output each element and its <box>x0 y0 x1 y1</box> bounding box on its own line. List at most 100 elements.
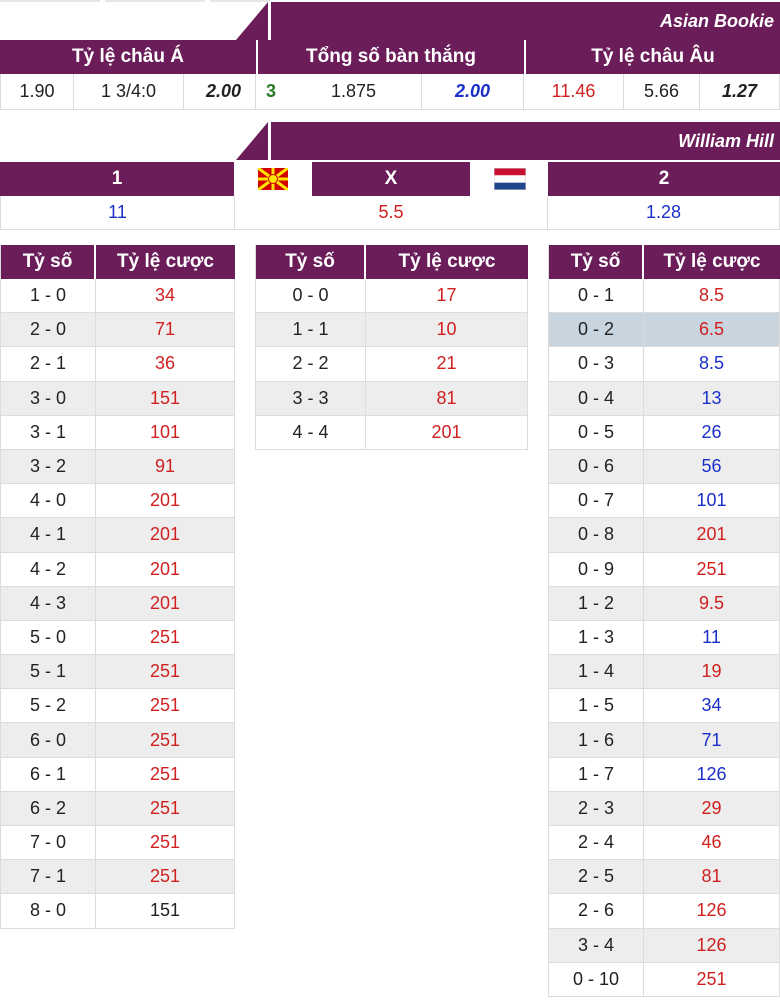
odds-cell: 29 <box>644 791 780 825</box>
odds-cell: 10 <box>366 313 528 347</box>
col-header-odds: Tỷ lệ cược <box>117 251 214 272</box>
william-hill-banner: William Hill <box>236 122 780 160</box>
table-row: 0 - 4 13 <box>549 381 780 416</box>
table-row: 2 - 4 46 <box>549 826 780 861</box>
table-row: 5 - 2 251 <box>1 689 235 724</box>
score-cell: 3 - 3 <box>256 381 366 415</box>
odds-cell: 126 <box>644 894 780 928</box>
odds-cell: 19 <box>644 655 780 689</box>
odds-cell: 151 <box>96 381 235 415</box>
odds-cell: 21 <box>366 347 528 381</box>
table-row: 2 - 3 29 <box>549 791 780 826</box>
table-row: 5 - 0 251 <box>1 620 235 656</box>
score-cell: 5 - 0 <box>1 620 96 655</box>
north-macedonia-flag-icon <box>236 162 310 196</box>
odds-cell: 46 <box>644 826 780 860</box>
table-row: 6 - 2 251 <box>1 791 235 826</box>
odds-cell: 126 <box>644 757 780 791</box>
odds-cell: 8.5 <box>644 279 780 313</box>
table-row: 0 - 3 8.5 <box>549 347 780 382</box>
odds-cell: 201 <box>96 518 235 552</box>
score-cell: 1 - 5 <box>549 689 644 723</box>
odds-cell: 151 <box>96 894 235 928</box>
score-cell: 5 - 1 <box>1 655 96 689</box>
away-win-scores-table: Tỷ số Tỷ lệ cược 0 - 1 8.5 0 - 2 6.5 0 - 3 8.… <box>548 245 780 997</box>
table-row: 0 - 1 8.5 <box>549 279 780 314</box>
table-row: 4 - 4 201 <box>256 415 528 450</box>
odds-cell: 251 <box>96 655 235 689</box>
table-row: 1 - 0 34 <box>1 279 235 314</box>
score-cell: 0 - 3 <box>549 347 644 381</box>
table-row: 1 - 1 10 <box>256 313 528 348</box>
col-header-odds: Tỷ lệ cược <box>663 251 761 272</box>
table-row: 4 - 2 201 <box>1 552 235 587</box>
odds-cell: 9.5 <box>644 586 780 620</box>
table-row: 7 - 1 251 <box>1 860 235 895</box>
col-header-score: Tỷ số <box>549 245 644 279</box>
asian-bookie-title: Asian Bookie <box>659 10 774 31</box>
score-cell: 0 - 7 <box>549 484 644 518</box>
table-row: 0 - 0 17 <box>256 279 528 314</box>
score-cell: 1 - 7 <box>549 757 644 791</box>
table-row: 3 - 1 101 <box>1 415 235 450</box>
odds-cell: 34 <box>96 279 235 313</box>
score-cell: 2 - 5 <box>549 860 644 894</box>
top-divider <box>0 0 780 2</box>
table-row: 1 - 4 19 <box>549 655 780 690</box>
wh-away-label: 2 <box>548 162 780 196</box>
total-goals-line: 3 <box>256 74 286 110</box>
score-cell: 6 - 1 <box>1 757 96 791</box>
euro-away-odds: 1.27 <box>700 74 780 110</box>
home-win-scores-table: Tỷ số Tỷ lệ cược 1 - 0 34 2 - 0 71 2 - 1 36 3 … <box>0 245 235 929</box>
score-cell: 1 - 3 <box>549 620 644 655</box>
score-cell: 0 - 4 <box>549 381 644 415</box>
odds-cell: 251 <box>96 723 235 757</box>
netherlands-flag-icon <box>472 162 548 196</box>
odds-cell: 251 <box>644 962 780 996</box>
table-row: 1 - 5 34 <box>549 689 780 724</box>
odds-cell: 201 <box>96 484 235 518</box>
table-row: 3 - 4 126 <box>549 928 780 963</box>
odds-cell: 251 <box>96 620 235 655</box>
score-cell: 5 - 2 <box>1 689 96 723</box>
score-cell: 1 - 4 <box>549 655 644 689</box>
odds-cell: 251 <box>96 826 235 860</box>
score-cell: 7 - 0 <box>1 826 96 860</box>
table-row: 5 - 1 251 <box>1 655 235 690</box>
wh-home-label: 1 <box>0 162 234 196</box>
table-row: 1 - 7 126 <box>549 757 780 792</box>
odds-cell: 201 <box>96 552 235 586</box>
score-cell: 4 - 4 <box>256 415 366 449</box>
odds-cell: 71 <box>96 313 235 347</box>
score-cell: 1 - 2 <box>549 586 644 620</box>
table-row: 4 - 1 201 <box>1 518 235 553</box>
table-row: 0 - 5 26 <box>549 415 780 450</box>
wh-draw-odds: 5.5 <box>235 196 548 230</box>
table-row: 6 - 0 251 <box>1 723 235 758</box>
header-asian-handicap: Tỷ lệ châu Á <box>0 40 256 74</box>
score-cell: 0 - 10 <box>549 962 644 996</box>
score-cell: 2 - 4 <box>549 826 644 860</box>
header-european-odds: Tỷ lệ châu Âu <box>524 40 780 74</box>
table-row: 3 - 0 151 <box>1 381 235 416</box>
odds-cell: 81 <box>366 381 528 415</box>
odds-cell: 17 <box>366 279 528 313</box>
total-under-odds: 2.00 <box>422 74 524 110</box>
total-over-odds: 1.875 <box>286 74 422 110</box>
asian-bookie-banner: Asian Bookie <box>236 2 780 40</box>
odds-cell: 201 <box>644 518 780 552</box>
col-header-score: Tỷ số <box>256 245 366 279</box>
odds-cell: 101 <box>644 484 780 518</box>
score-cell: 2 - 1 <box>1 347 96 381</box>
euro-draw-odds: 5.66 <box>624 74 700 110</box>
odds-cell: 251 <box>96 791 235 825</box>
odds-cell: 11 <box>644 620 780 655</box>
table-row: 2 - 2 21 <box>256 347 528 382</box>
score-cell: 2 - 6 <box>549 894 644 928</box>
table-row: 0 - 6 56 <box>549 449 780 485</box>
odds-cell: 251 <box>96 689 235 723</box>
score-cell: 2 - 2 <box>256 347 366 381</box>
odds-cell: 251 <box>96 757 235 791</box>
table-row: 1 - 3 11 <box>549 620 780 656</box>
table-row: 1 - 2 9.5 <box>549 586 780 621</box>
